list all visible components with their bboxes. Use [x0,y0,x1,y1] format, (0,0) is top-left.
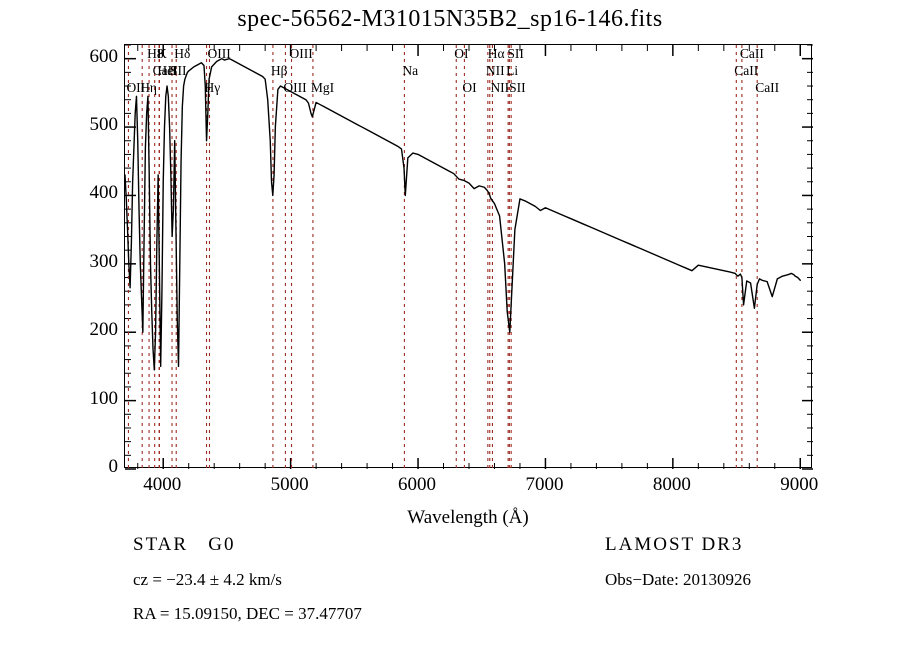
spectral-line-label: NII [490,80,510,95]
spectral-line-label: NII [485,63,505,78]
page-title: spec-56562-M31015N35B2_sp16-146.fits [237,6,663,32]
spectral-class-text: G0 [208,534,236,555]
axis-ticks [125,44,813,470]
spectral-line-label: MgI [310,80,335,95]
x-axis-label: Wavelength (Å) [407,507,529,528]
object-type-text: STAR [133,534,189,555]
y-tick-label: 200 [89,319,119,341]
footer-coordinates: RA = 15.09150, DEC = 37.47707 [133,604,362,623]
spectral-line-label: Hη [140,80,157,95]
spectral-line-label: Hγ [204,80,221,95]
spectral-line-label: Hα [487,46,505,61]
line-marker-group [127,45,758,469]
spectral-line-label: CaII [152,63,177,78]
y-tick-label: 0 [108,456,119,477]
spectral-line-label: SII [509,80,526,95]
spectrum-canvas [124,44,813,470]
spectrum-trace [124,57,801,371]
footer-object-type: STAR G0 [133,534,236,556]
spectral-line-label: OII [126,80,146,95]
x-tick-label: 7000 [525,474,564,495]
spectral-line-label: Na [402,63,419,78]
x-tick-label: 4000 [143,474,182,495]
spectral-line-label: HeI [157,63,178,78]
spectral-line-label: K [157,46,167,61]
spectral-line-label: OI [462,80,477,95]
footer-survey: LAMOST DR3 [605,534,744,555]
y-axis-tick-labels: 0 100 200 300 400 500 600 [56,44,119,477]
y-tick-label: 600 [89,45,119,67]
y-tick-label: 400 [89,182,119,204]
spectral-line-label: SII [507,46,524,61]
x-tick-label: 6000 [398,474,437,495]
y-tick-label: 100 [89,387,119,409]
spectral-line-label: OIII [207,46,231,61]
spectral-line-label: CaII [755,80,780,95]
y-tick-label: 500 [89,114,119,136]
x-tick-label: 9000 [780,474,819,495]
spectral-line-label: OIII [289,46,313,61]
spectral-line-label: Hδ [174,46,191,61]
spectral-line-label: Li [506,63,519,78]
spectral-line-label: OI [454,46,469,61]
spectral-line-label: H8 [147,46,164,61]
footer-redshift: cz = −23.4 ± 4.2 km/s [133,570,282,589]
x-tick-label: 8000 [652,474,691,495]
spectral-line-label: CaII [739,46,764,61]
spectral-line-label: OIII [283,80,307,95]
y-tick-label: 300 [89,250,119,272]
footer-obs-date: Obs−Date: 20130926 [605,570,752,589]
spectral-line-label: Hβ [270,63,288,78]
spectral-line-label: SII [170,63,187,78]
x-tick-label: 5000 [270,474,309,495]
plot-frame [124,44,813,470]
spectral-line-label: CaII [734,63,759,78]
